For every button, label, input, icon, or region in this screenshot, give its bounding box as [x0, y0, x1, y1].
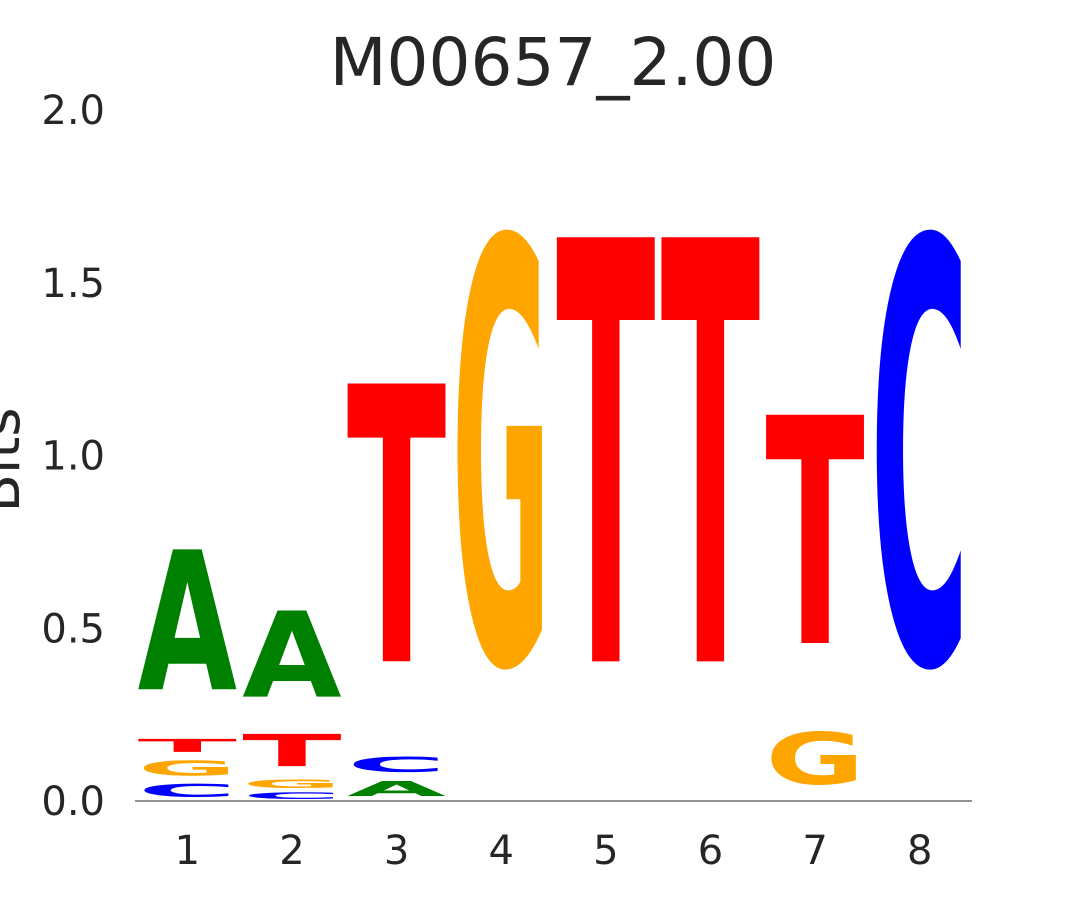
x-tick-label: 3	[384, 828, 409, 874]
x-axis-ticks: 1 2 3 4 5 6 7 8	[175, 828, 933, 874]
logo-letter-t: T	[765, 352, 864, 717]
y-tick-label: 0.5	[41, 606, 105, 652]
x-tick-label: 5	[593, 828, 618, 874]
y-tick-label: 0.0	[41, 779, 105, 825]
y-tick-label: 2.0	[41, 88, 105, 134]
logo-letter-g: G	[242, 777, 341, 791]
logo-letter-c: C	[138, 780, 237, 801]
logo-column: G	[451, 123, 550, 800]
logo-letter-c: C	[870, 121, 969, 799]
y-tick-label: 1.0	[41, 434, 105, 480]
logo-letter-g: G	[451, 123, 550, 800]
logo-column: T	[661, 122, 761, 800]
logo-letter-a: A	[347, 777, 446, 801]
y-axis-ticks: 0.0 0.5 1.0 1.5 2.0	[41, 88, 105, 825]
x-tick-label: 8	[907, 828, 932, 874]
logo-letter-g: G	[765, 719, 864, 801]
logo-letter-t: T	[347, 309, 447, 753]
y-axis-label: Bits	[0, 407, 33, 512]
logo-column: ACT	[347, 309, 447, 801]
logo-letter-g: G	[138, 756, 237, 780]
logo-letter-t: T	[556, 122, 656, 800]
logo-column: GT	[765, 352, 864, 801]
logo-letter-a: A	[138, 511, 237, 736]
logo-letter-c: C	[347, 753, 446, 777]
logo-letter-t: T	[242, 725, 341, 776]
logo-letter-t: T	[138, 736, 238, 756]
logo-column: T	[556, 122, 656, 800]
x-tick-label: 6	[698, 828, 723, 874]
logo-letter-t: T	[661, 122, 761, 800]
logo-letter-a: A	[242, 587, 341, 725]
x-tick-label: 2	[279, 828, 304, 874]
x-tick-label: 1	[175, 828, 200, 874]
x-tick-label: 7	[802, 828, 827, 874]
y-tick-label: 1.5	[41, 261, 105, 307]
chart-title: M00657_2.00	[330, 24, 777, 101]
x-tick-label: 4	[488, 828, 513, 874]
logo-letter-c: C	[242, 791, 341, 801]
logo-column: C	[870, 121, 969, 799]
